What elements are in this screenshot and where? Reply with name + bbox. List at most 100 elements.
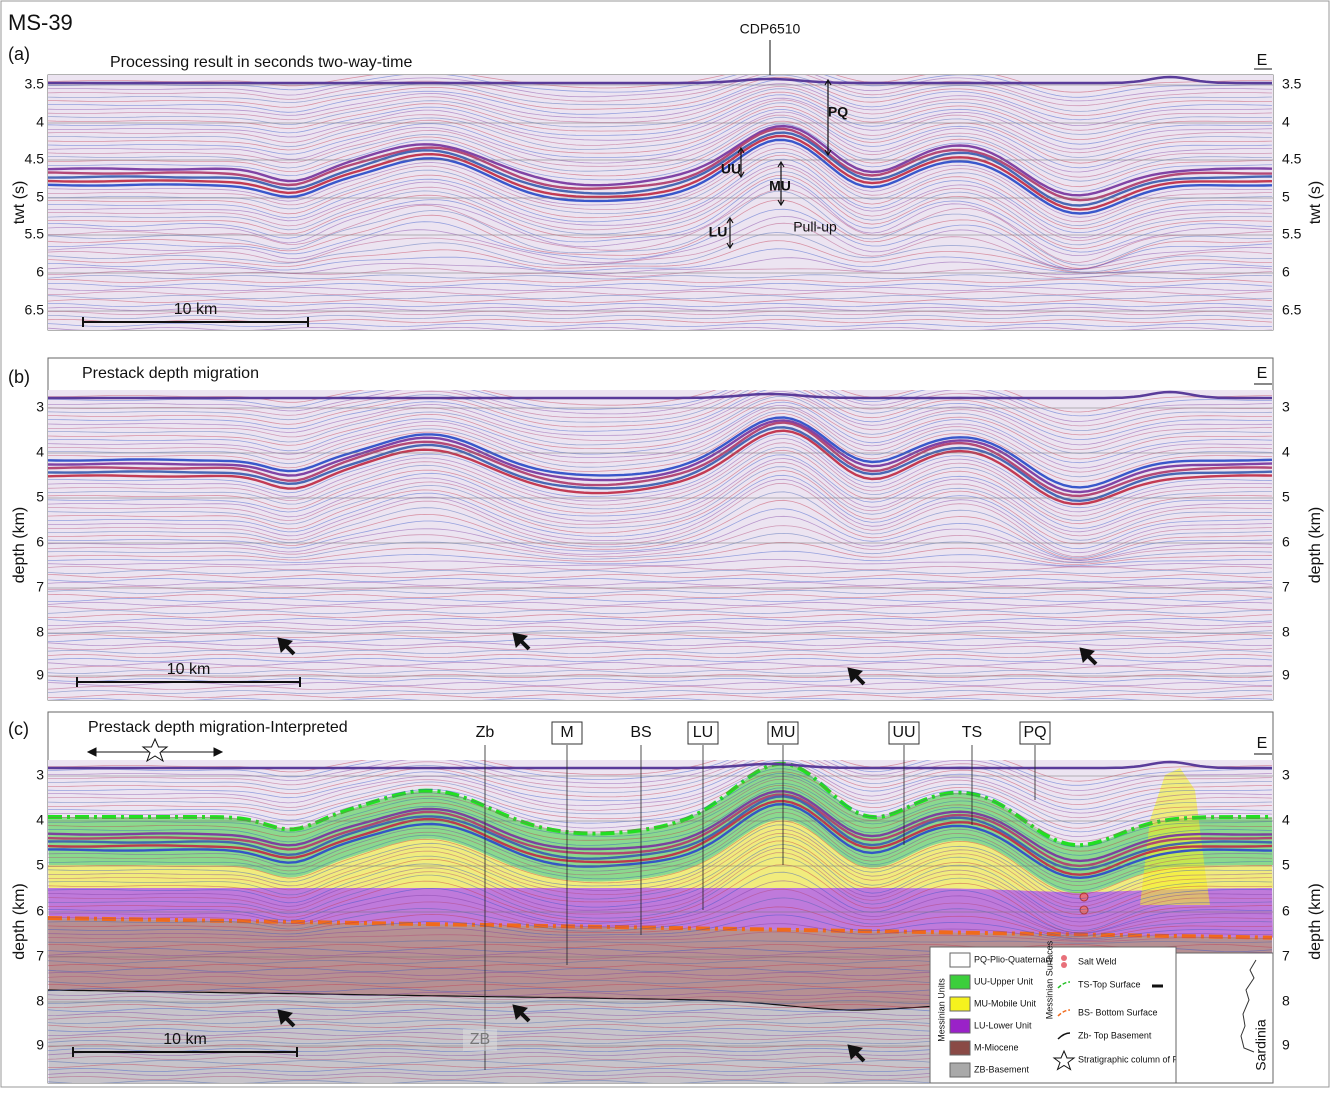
legend-box (929, 946, 1177, 1084)
y-tick-label: 6 (36, 534, 44, 550)
reflector (48, 653, 1273, 659)
reflector (48, 390, 1272, 436)
legend-swatch (949, 996, 971, 1012)
y-tick-label-right: 8 (1282, 624, 1290, 640)
reflector (48, 888, 1273, 936)
reflector (48, 613, 1273, 619)
y-tick-label: 3 (36, 399, 44, 415)
annotation: BS (630, 724, 651, 741)
arrow (847, 667, 866, 686)
annotation: CDP6510 (740, 21, 801, 37)
y-tick-label: 3.5 (25, 76, 45, 92)
y-tick-label: 6 (36, 264, 44, 280)
reflector (48, 138, 1273, 215)
reflector (48, 131, 1273, 207)
reflector (48, 856, 1273, 932)
reflector (48, 278, 1273, 284)
annotation: TS (962, 724, 982, 741)
legend-label: BS- Bottom Surface (1078, 1007, 1158, 1017)
annotation: LU (709, 224, 728, 240)
reflector (48, 419, 1273, 494)
legend-icon (1057, 1009, 1071, 1017)
legend-label: Stratigraphic column of Fig. 12 b (1078, 1054, 1208, 1064)
reflector (48, 75, 1273, 107)
reflector (48, 407, 1273, 473)
reflector (48, 649, 1273, 655)
reflector (48, 399, 1273, 460)
legend-label: ZB-Basement (974, 1064, 1030, 1074)
reflector (48, 589, 1273, 595)
thickness-arrow (824, 78, 832, 157)
legend-label: Salt Weld (1078, 956, 1116, 966)
reflector (48, 760, 1273, 796)
reflector (48, 86, 1273, 131)
reflector (48, 840, 1273, 915)
legend-swatch (949, 1018, 971, 1034)
reflector (48, 190, 1273, 266)
panel-title: Prestack depth migration (82, 365, 259, 382)
reflector (48, 426, 1273, 503)
legend-label: UU-Upper Unit (974, 976, 1034, 986)
direction: E (1257, 735, 1268, 752)
reflector (48, 199, 1273, 269)
reflector (48, 633, 1273, 639)
reflector (48, 931, 1272, 942)
axis-label-right: twt (s) (1307, 181, 1324, 225)
reflector (48, 697, 1273, 700)
reflector (48, 778, 1273, 842)
arrow (512, 1004, 531, 1023)
annotation: M (560, 724, 573, 741)
annotation: PQ (1023, 724, 1046, 741)
reflector (48, 914, 1272, 940)
reflector (48, 134, 1273, 211)
reflector (48, 593, 1273, 599)
reflector (48, 147, 1273, 223)
y-tick-label-right: 4 (1282, 114, 1290, 130)
reflector (48, 768, 1273, 824)
legend-icon (1057, 1032, 1071, 1040)
reflector (48, 871, 1272, 934)
y-tick-label-right: 6 (1282, 534, 1290, 550)
annotation: UU (721, 161, 741, 177)
reflector (48, 773, 1273, 833)
reflector (48, 677, 1273, 683)
axis-label: depth (km) (11, 883, 28, 959)
reflector (48, 609, 1273, 615)
panel-label: (c) (8, 719, 29, 739)
reflector (48, 421, 1273, 498)
reflector (48, 844, 1273, 919)
y-tick-label: 4.5 (25, 151, 45, 167)
panel-label: (b) (8, 367, 30, 387)
reflector (48, 940, 1273, 944)
y-tick-label: 5.5 (25, 226, 45, 242)
direction: E (1257, 52, 1268, 69)
panel-label: (a) (8, 44, 30, 64)
reflector (48, 847, 1272, 923)
seafloor (48, 390, 1272, 400)
annotation: MU (771, 724, 796, 741)
reflector (48, 240, 1272, 274)
y-tick-label: 4 (36, 812, 44, 828)
reflector (48, 302, 1273, 308)
scale-bar-label: 10 km (167, 661, 211, 678)
reflector (48, 416, 1273, 489)
reflector (48, 832, 1273, 908)
reflector (48, 390, 1272, 417)
reflector (48, 852, 1273, 927)
legend-label: Zb- Top Basement (1078, 1030, 1152, 1040)
y-tick-label-right: 7 (1282, 948, 1290, 964)
y-tick-label: 5 (36, 857, 44, 873)
y-tick-label: 9 (36, 667, 44, 683)
reflector (48, 621, 1273, 627)
y-tick-label: 8 (36, 624, 44, 640)
reflector (48, 282, 1273, 288)
reflector (48, 390, 1273, 422)
annotation: Pull-up (793, 219, 837, 235)
reflector (48, 215, 1273, 270)
annotation-box (888, 721, 920, 745)
reflector (48, 394, 1273, 451)
reflector (48, 581, 1273, 587)
reflector (48, 835, 1273, 911)
reflector (48, 108, 1273, 169)
reflector (48, 458, 1273, 533)
